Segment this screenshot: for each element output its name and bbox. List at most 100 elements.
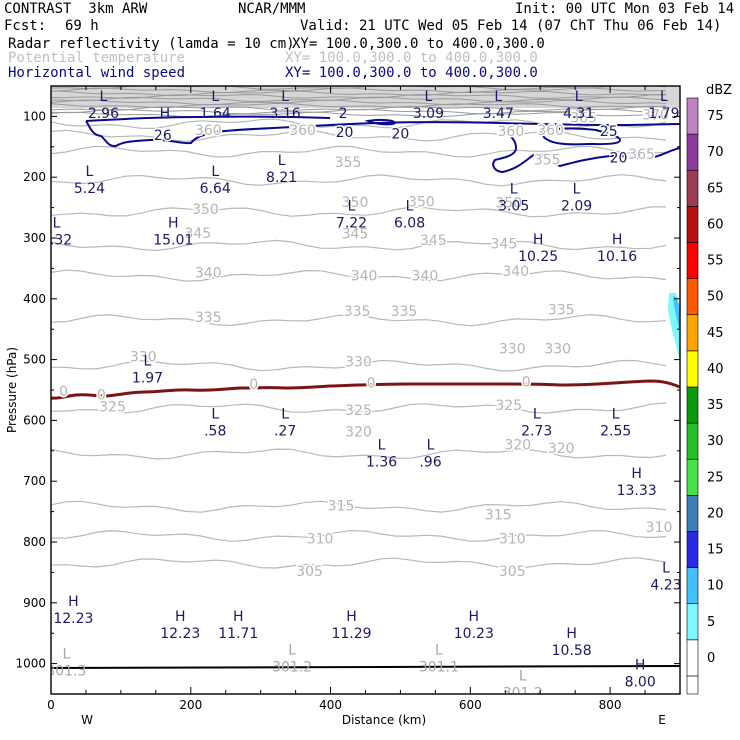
extremum-value: 2.73	[521, 424, 552, 440]
high-marker: H	[175, 609, 186, 625]
colorbar-cell	[686, 639, 699, 677]
colorbar-label: 25	[707, 470, 724, 485]
low-marker: L	[211, 164, 219, 180]
wind-speed-label: 25	[600, 124, 618, 140]
low-marker: L	[281, 407, 289, 423]
theta-label: 350	[408, 195, 435, 211]
theta-label: 350	[495, 196, 522, 212]
extremum-value: 3.05	[498, 199, 529, 215]
colorbar-cell	[686, 242, 699, 279]
theta-label: 330	[499, 342, 526, 358]
wind-speed-label: 20	[392, 126, 410, 142]
theta-label: 360	[195, 123, 222, 139]
theta-label: 330	[130, 350, 157, 366]
colorbar-label: 10	[707, 579, 724, 594]
low-marker: L	[406, 199, 414, 215]
colorbar-cell	[686, 169, 699, 207]
east-label: E	[658, 713, 666, 727]
source-label: NCAR/MMM	[238, 1, 306, 17]
colorbar-label: 15	[707, 543, 724, 558]
theta-label: 325	[345, 403, 372, 419]
legend-potential-temperature: Potential temperature	[8, 50, 186, 66]
low-marker: L	[278, 153, 286, 169]
colorbar-cell	[686, 567, 699, 604]
extremum-value: 10.25	[518, 249, 558, 265]
theta-label: 305	[296, 564, 323, 580]
upper-isentrope-bundle	[51, 86, 680, 118]
theta-label: 335	[344, 304, 371, 320]
colorbar-cell	[686, 603, 699, 641]
reflectivity-zero-label: 0	[97, 387, 106, 403]
isentrope-bundle-line	[51, 86, 667, 91]
theta-label: 315	[328, 499, 355, 515]
theta-label: 310	[646, 520, 673, 536]
extremum-value: .96	[419, 455, 441, 471]
low-marker: L	[348, 199, 356, 215]
high-marker: H	[635, 658, 646, 674]
theta-label: 340	[412, 269, 439, 285]
low-marker: L	[612, 407, 620, 423]
potential-temperature-contours	[51, 118, 667, 570]
colorbar-unit: dBZ	[706, 83, 732, 98]
low-marker: L	[573, 182, 581, 198]
theta-label: 340	[195, 266, 222, 282]
wind-speed-label: 26	[154, 128, 172, 144]
extremum-value: 2.55	[600, 424, 631, 440]
wind-contour-20	[492, 129, 680, 174]
high-marker: H	[533, 232, 544, 248]
colorbar-cell	[686, 278, 699, 316]
west-label: W	[81, 713, 93, 727]
colorbar-label: 45	[707, 326, 724, 341]
theta-labels: 305 305 310 310 310 315 315 320 320 320 325 325 325 3…	[98, 106, 674, 582]
x-axis-label: Distance (km)	[342, 713, 426, 727]
low-marker: L	[288, 642, 296, 658]
theta-label: 325	[495, 398, 522, 414]
colorbar-cell	[686, 458, 699, 496]
theta-contour-365	[51, 129, 667, 143]
y-tick-label: 100	[23, 109, 46, 123]
theta-label: 315	[485, 508, 512, 524]
theta-contour-305	[51, 557, 667, 570]
high-marker: H	[160, 106, 171, 122]
isentrope-bundle-line	[51, 90, 667, 97]
high-marker: H	[631, 466, 642, 482]
reflectivity-zero-label: 0	[522, 374, 531, 390]
high-marker: H	[566, 626, 577, 642]
theta-label: 330	[544, 342, 571, 358]
reflectivity-zero-label: 0	[249, 377, 258, 393]
colorbar-label: 65	[707, 181, 724, 196]
extremum-value: 12.23	[53, 611, 93, 627]
extremum-value: 1.79	[648, 106, 679, 122]
colorbar-label: 55	[707, 254, 724, 269]
reflectivity-zero-label: 0	[59, 384, 68, 400]
low-marker: L	[660, 89, 668, 105]
extremum-value: 8.00	[625, 675, 656, 691]
extremum-value: 11.29	[331, 626, 371, 642]
x-axis: 0 200 400 600 800	[47, 86, 681, 712]
colorbar-cell	[686, 133, 699, 171]
colorbar-label: 5	[707, 615, 715, 630]
low-marker: L	[510, 182, 518, 198]
low-marker: L	[144, 354, 152, 370]
low-marker: L	[53, 216, 61, 232]
isentrope-bundle-line	[51, 87, 667, 94]
extremum-value: 1.36	[366, 455, 397, 471]
theta-label: 335	[548, 303, 575, 319]
theta-label: 365	[628, 147, 655, 163]
theta-label: 340	[502, 264, 529, 280]
extremum-value: .27	[274, 424, 296, 440]
theta-contour-355	[51, 174, 667, 187]
theta-label: 340	[351, 269, 378, 285]
extremum-value: 13.33	[617, 483, 657, 499]
y-tick-label: 400	[23, 292, 46, 306]
colorbar-label: 30	[707, 434, 724, 449]
chart-title: CONTRAST 3km ARW	[4, 1, 148, 17]
colorbar-label: 60	[707, 217, 724, 232]
theta-contour-315	[51, 500, 667, 513]
extremum-value: 10.58	[552, 643, 592, 659]
theta-label: 370	[642, 108, 669, 124]
isentrope-bundle-line	[51, 108, 667, 115]
colorbar-label: 70	[707, 145, 724, 160]
